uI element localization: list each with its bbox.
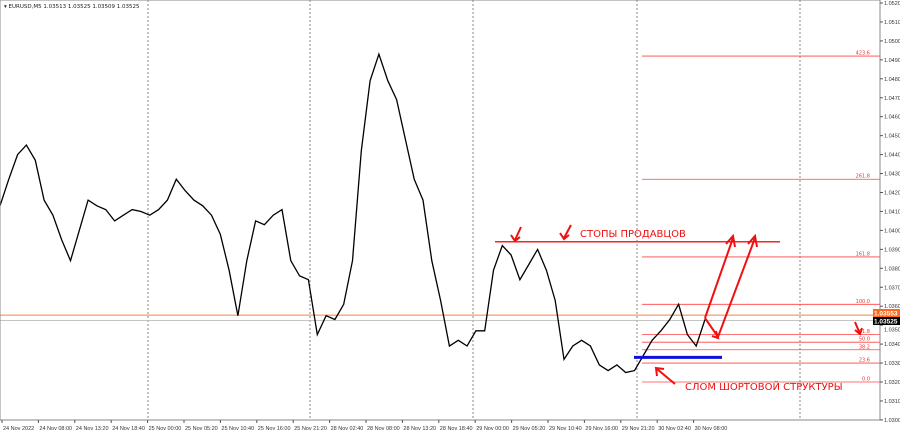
arrow-icon	[510, 226, 522, 243]
arrow-icon	[704, 233, 736, 319]
fib-level-label: 423.6	[856, 51, 870, 57]
y-tick-label: 1.03300	[884, 361, 900, 367]
x-tick-label: 25 Nov 00:00	[149, 426, 182, 432]
fib-level-label: 50.0	[859, 337, 870, 343]
y-tick-label: 1.03900	[884, 247, 900, 253]
y-tick-label: 1.04400	[884, 153, 900, 159]
price-line	[0, 52, 706, 374]
y-tick-label: 1.03500	[884, 328, 900, 334]
price-axis[interactable]: 1.05200 1.05100 1.05000 1.04900 1.04800 1.047…	[880, 1, 900, 424]
y-tick-label: 1.04100	[884, 209, 900, 215]
y-tick-label: 1.03100	[884, 399, 900, 405]
arrow-icon	[654, 366, 676, 385]
fib-level-label: 38.2	[859, 344, 870, 350]
horizontal-lines	[0, 314, 880, 321]
fib-level-label: 100.0	[856, 299, 870, 305]
y-tick-label: 1.05000	[884, 39, 900, 45]
x-tick-label: 25 Nov 05:20	[185, 426, 218, 432]
y-tick-label: 1.04000	[884, 228, 900, 234]
x-tick-label: 25 Nov 21:20	[294, 426, 327, 432]
y-tick-label: 1.04600	[884, 115, 900, 121]
fibonacci-levels: 0.0 23.6 38.250.0 61.8 100.0 161.8 261.8 423.6	[642, 51, 880, 383]
x-tick-label: 28 Nov 08:00	[367, 426, 400, 432]
y-tick-label: 1.04200	[884, 191, 900, 197]
fib-level-label: 61.8	[859, 329, 870, 335]
fib-level-label: 23.6	[859, 358, 870, 364]
x-tick-label: 29 Nov 21:20	[622, 426, 655, 432]
x-tick-label: 24 Nov 13:20	[76, 426, 109, 432]
time-axis[interactable]: 24 Nov 2022 24 Nov 08:00 24 Nov 13:20 24 No…	[1, 420, 728, 432]
x-tick-label: 24 Nov 18:40	[112, 426, 145, 432]
x-tick-label: 28 Nov 18:40	[440, 426, 473, 432]
y-tick-label: 1.03800	[884, 266, 900, 272]
y-tick-label: 1.03200	[884, 380, 900, 386]
x-tick-label: 24 Nov 08:00	[39, 426, 72, 432]
arrow-icon	[854, 321, 863, 336]
y-tick-label: 1.04500	[884, 134, 900, 140]
arrow-icon	[711, 330, 720, 340]
arrow-icon	[559, 224, 572, 241]
ask-price-tag	[873, 317, 900, 325]
x-tick-label: 29 Nov 16:00	[585, 426, 618, 432]
annotation-arrows	[510, 224, 863, 385]
symbol-header: ▾ EURUSD,M5 1.03513 1.03525 1.03509 1.03…	[4, 4, 140, 10]
bid-price-tag	[873, 309, 900, 317]
y-tick-label: 1.03400	[884, 342, 900, 348]
y-tick-label: 1.04800	[884, 77, 900, 83]
stops-label: СТОПЫ ПРОДАВЦОВ	[580, 229, 686, 240]
fib-level-label: 261.8	[856, 174, 870, 180]
plot-frame	[0, 0, 881, 421]
x-tick-label: 29 Nov 10:40	[549, 426, 582, 432]
x-tick-label: 29 Nov 00:00	[476, 426, 509, 432]
x-tick-label: 28 Nov 02:40	[331, 426, 364, 432]
y-tick-label: 1.05200	[884, 1, 900, 7]
x-tick-label: 30 Nov 08:00	[695, 426, 728, 432]
x-tick-label: 29 Nov 05:20	[513, 426, 546, 432]
x-tick-label: 25 Nov 16:00	[258, 426, 291, 432]
x-tick-label: 24 Nov 2022	[3, 426, 34, 432]
dropdown-icon[interactable]: ▾	[4, 4, 9, 10]
x-tick-label: 30 Nov 02:40	[658, 426, 691, 432]
symbol-info: EURUSD,M5 1.03513 1.03525 1.03509 1.0352…	[9, 4, 141, 10]
fib-level-label: 0.0	[862, 377, 870, 383]
ask-price-label: 1.03525	[874, 319, 898, 326]
x-tick-label: 28 Nov 13:20	[403, 426, 436, 432]
y-tick-label: 1.04700	[884, 96, 900, 102]
fib-level-label: 161.8	[856, 251, 870, 257]
y-tick-label: 1.03700	[884, 285, 900, 291]
bid-price-label: 1.03553	[874, 311, 898, 318]
y-tick-label: 1.05100	[884, 20, 900, 26]
arrow-icon	[704, 233, 758, 340]
x-tick-label: 25 Nov 10:40	[221, 426, 254, 432]
y-tick-label: 1.04300	[884, 172, 900, 178]
y-tick-label: 1.03600	[884, 304, 900, 310]
y-tick-label: 1.03000	[884, 418, 900, 424]
day-separators	[147, 0, 801, 420]
y-tick-label: 1.04900	[884, 58, 900, 64]
break-label: СЛОМ ШОРТОВОЙ СТРУКТУРЫ	[685, 380, 843, 393]
